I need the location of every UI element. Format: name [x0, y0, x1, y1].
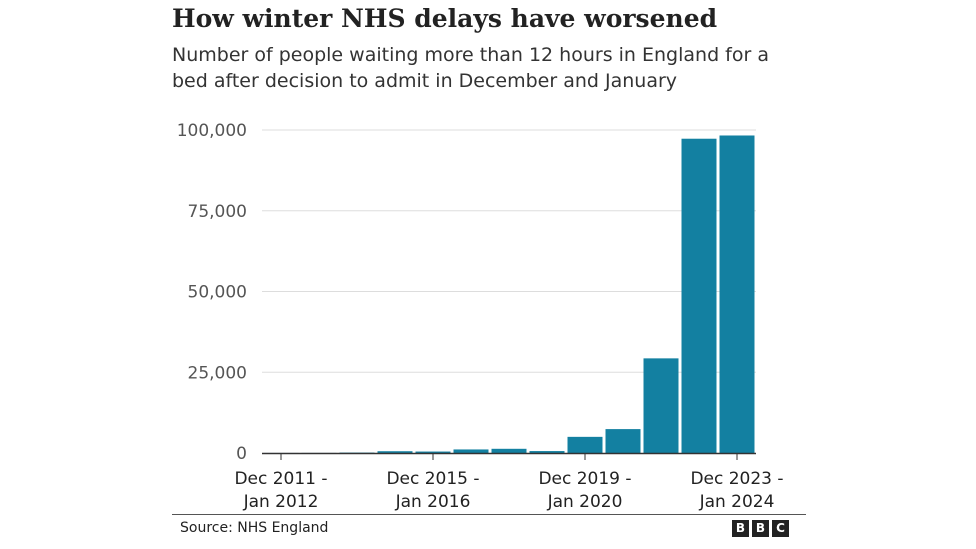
- chart-title: How winter NHS delays have worsened: [172, 4, 718, 33]
- x-tick-label: Dec 2023 -: [690, 469, 783, 489]
- bar: [377, 451, 413, 453]
- bar: [529, 451, 565, 453]
- x-tick-label: Jan 2024: [699, 492, 775, 512]
- bars: [263, 135, 755, 453]
- y-tick-label: 25,000: [188, 363, 247, 383]
- x-tick-label: Dec 2015 -: [386, 469, 479, 489]
- x-tick-label: Jan 2020: [547, 492, 623, 512]
- bar: [605, 429, 641, 453]
- y-tick-label: 100,000: [177, 121, 247, 141]
- bbc-logo-letter: B: [752, 520, 769, 537]
- x-tick-label: Jan 2012: [243, 492, 319, 512]
- gridlines: [262, 129, 756, 373]
- y-tick-label: 50,000: [188, 283, 247, 303]
- bar: [643, 358, 679, 453]
- bbc-logo-letter: B: [732, 520, 749, 537]
- bar: [719, 135, 755, 453]
- axis-labels: 0 25,000 50,000 75,000 100,000 Dec 2011 - Jan …: [177, 121, 784, 512]
- bbc-logo: B B C: [732, 520, 789, 537]
- bar: [567, 436, 603, 453]
- bar: [681, 138, 717, 453]
- x-axis: [262, 452, 756, 460]
- x-tick-label: Dec 2011 -: [234, 469, 327, 489]
- source-note: Source: NHS England: [180, 520, 329, 536]
- bar: [415, 451, 451, 453]
- y-tick-label: 75,000: [188, 202, 247, 222]
- x-tick-label: Jan 2016: [395, 492, 471, 512]
- bbc-logo-letter: C: [772, 520, 789, 537]
- bar: [453, 449, 489, 453]
- chart-subtitle: Number of people waiting more than 12 ho…: [172, 44, 769, 92]
- y-tick-label: 0: [236, 444, 247, 464]
- bar: [491, 448, 527, 453]
- x-tick-label: Dec 2019 -: [538, 469, 631, 489]
- footer-divider: [172, 514, 806, 515]
